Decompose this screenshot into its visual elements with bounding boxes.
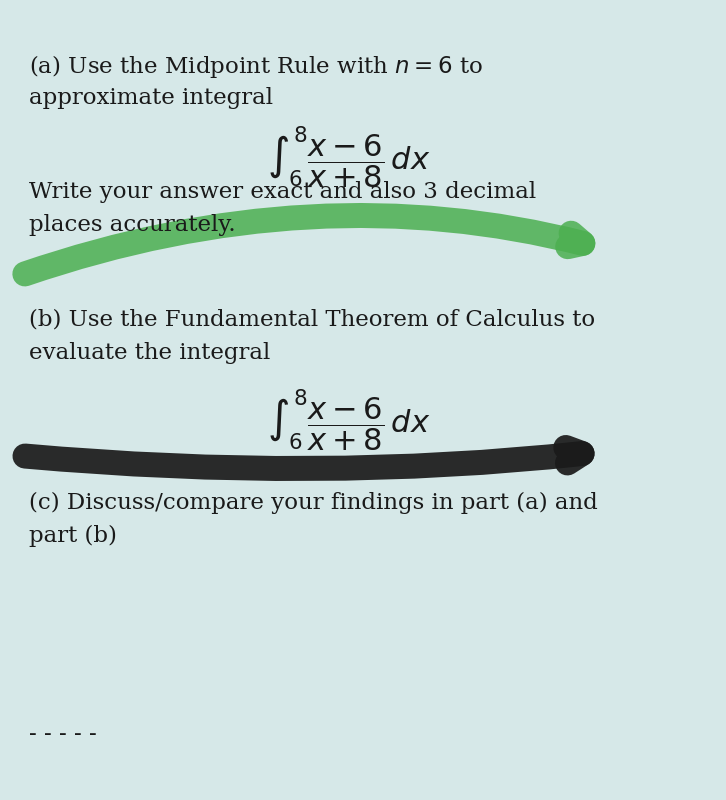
Text: evaluate the integral: evaluate the integral	[29, 342, 270, 364]
Text: - - - - -: - - - - -	[29, 723, 97, 745]
Text: (a) Use the Midpoint Rule with $n = 6$ to: (a) Use the Midpoint Rule with $n = 6$ t…	[29, 54, 484, 80]
Text: Write your answer exact and also 3 decimal: Write your answer exact and also 3 decim…	[29, 181, 537, 202]
Text: $\int_6^8 \dfrac{x-6}{x+8}\, dx$: $\int_6^8 \dfrac{x-6}{x+8}\, dx$	[267, 125, 431, 191]
Text: approximate integral: approximate integral	[29, 86, 273, 109]
Text: (c) Discuss/compare your findings in part (a) and: (c) Discuss/compare your findings in par…	[29, 492, 598, 514]
FancyArrowPatch shape	[25, 447, 582, 469]
Text: (b) Use the Fundamental Theorem of Calculus to: (b) Use the Fundamental Theorem of Calcu…	[29, 308, 595, 330]
Text: places accurately.: places accurately.	[29, 214, 236, 236]
Text: $\int_6^8 \dfrac{x-6}{x+8}\, dx$: $\int_6^8 \dfrac{x-6}{x+8}\, dx$	[267, 388, 431, 454]
Text: part (b): part (b)	[29, 525, 117, 547]
FancyArrowPatch shape	[25, 215, 583, 274]
